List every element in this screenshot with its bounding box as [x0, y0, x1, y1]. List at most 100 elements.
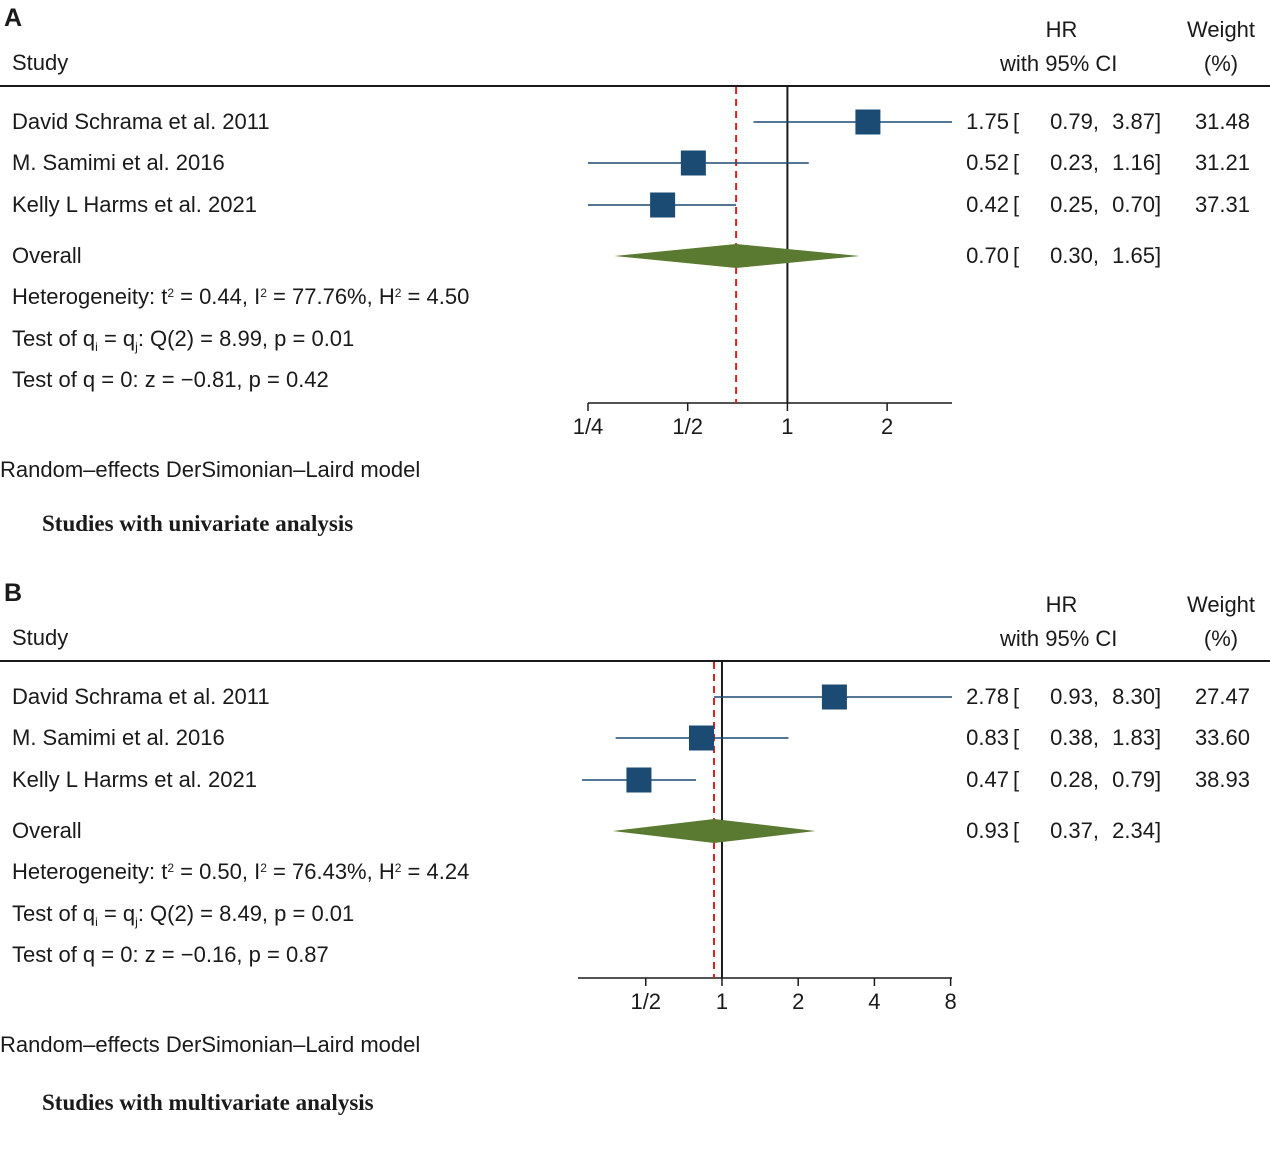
overall-label: Overall [12, 818, 82, 843]
header-divider [0, 660, 1270, 662]
weight-value: 31.48 [1194, 109, 1250, 134]
hr-value: 1.75 [966, 109, 1009, 134]
ci-upper: 8.30 [1112, 684, 1155, 709]
hr-value: 0.83 [966, 725, 1009, 750]
x-axis-tick-label: 2 [792, 989, 804, 1014]
bracket-open: [ [1013, 818, 1020, 843]
study-name: Kelly L Harms et al. 2021 [12, 192, 257, 217]
x-axis-tick-label: 1/2 [630, 989, 661, 1014]
test-q0-stat: Test of q = 0: z = −0.81, p = 0.42 [12, 367, 329, 392]
ci-upper: 1.16 [1112, 150, 1155, 175]
study-point-square [688, 725, 714, 751]
test-q0-stat: Test of q = 0: z = −0.16, p = 0.87 [12, 942, 329, 967]
ci-column-header: with 95% CI [1000, 626, 1118, 651]
bracket-close: ] [1155, 109, 1162, 134]
ci-lower: 0.38, [1050, 725, 1099, 750]
panel-caption: Studies with multivariate analysis [42, 1090, 374, 1115]
bracket-close: ] [1155, 243, 1162, 268]
test-qi-stat: Test of qi = qj: Q(2) = 8.99, p = 0.01 [12, 326, 355, 354]
forest-plot-panel-a: A Study HR with 95% CI Weight (%) David … [0, 4, 1270, 536]
weight-column-header: Weight [1186, 592, 1256, 617]
bracket-open: [ [1013, 192, 1020, 217]
study-name: David Schrama et al. 2011 [12, 109, 270, 134]
ci-lower: 0.25, [1050, 192, 1099, 217]
weight-value: 38.93 [1194, 767, 1250, 792]
overall-ci-lower: 0.37, [1050, 818, 1099, 843]
overall-ci-upper: 1.65 [1112, 243, 1155, 268]
overall-row: Overall 0.93 [ 0.37, 2.34 ] [0, 816, 1270, 846]
x-axis-tick-label: 2 [881, 414, 893, 439]
overall-row: Overall 0.70 [ 0.30, 1.65 ] [0, 241, 1270, 271]
study-column-header: Study [12, 50, 69, 75]
study-row: Kelly L Harms et al. 2021 0.47 [ 0.28, 0… [0, 765, 1270, 795]
ci-lower: 0.93, [1050, 684, 1099, 709]
x-axis-tick-label: 4 [868, 989, 880, 1014]
panel-label: A [4, 4, 23, 32]
model-note: Random–effects DerSimonian–Laird model [0, 1032, 421, 1057]
ci-lower: 0.79, [1050, 109, 1099, 134]
bracket-close: ] [1155, 192, 1162, 217]
overall-ci-upper: 2.34 [1112, 818, 1155, 843]
study-row: M. Samimi et al. 2016 0.52 [ 0.23, 1.16 … [0, 148, 1270, 178]
ci-upper: 1.83 [1112, 725, 1155, 750]
weight-column-header: Weight [1186, 17, 1256, 42]
hr-column-header: HR [1045, 17, 1078, 42]
study-point-square [855, 109, 881, 135]
hr-value: 0.52 [966, 150, 1009, 175]
bracket-close: ] [1155, 150, 1162, 175]
weight-unit-header: (%) [1203, 626, 1239, 651]
overall-hr-value: 0.70 [966, 243, 1009, 268]
study-row: Kelly L Harms et al. 2021 0.42 [ 0.25, 0… [0, 190, 1270, 220]
study-name: M. Samimi et al. 2016 [12, 725, 225, 750]
x-axis-tick-label: 1 [716, 989, 728, 1014]
study-row: M. Samimi et al. 2016 0.83 [ 0.38, 1.83 … [0, 723, 1270, 753]
ci-column-header: with 95% CI [1000, 51, 1118, 76]
overall-diamond [612, 819, 816, 843]
bracket-close: ] [1155, 767, 1162, 792]
forest-plot-panel-b: B Study HR with 95% CI Weight (%) David … [0, 575, 1270, 1150]
overall-diamond [614, 244, 860, 268]
bracket-close: ] [1155, 818, 1162, 843]
study-point-square [680, 150, 706, 176]
heterogeneity-stat: Heterogeneity: t2 = 0.44, I2 = 77.76%, H… [12, 284, 470, 309]
bracket-close: ] [1155, 684, 1162, 709]
weight-value: 31.21 [1194, 150, 1250, 175]
study-column-header: Study [12, 625, 69, 650]
ci-upper: 0.79 [1112, 767, 1155, 792]
weight-unit-header: (%) [1203, 51, 1239, 76]
overall-ci-lower: 0.30, [1050, 243, 1099, 268]
bracket-open: [ [1013, 243, 1020, 268]
hr-column-header: HR [1045, 592, 1078, 617]
study-point-square [626, 767, 652, 793]
x-axis-tick-label: 8 [945, 989, 957, 1014]
hr-value: 0.47 [966, 767, 1009, 792]
study-point-square [650, 192, 676, 218]
weight-value: 27.47 [1194, 684, 1250, 709]
panel-caption: Studies with univariate analysis [42, 511, 354, 536]
forest-plot-b: 1/2 1 2 4 8 [578, 662, 957, 1014]
study-point-square [821, 684, 847, 710]
overall-hr-value: 0.93 [966, 818, 1009, 843]
panel-label: B [4, 579, 23, 607]
ci-lower: 0.28, [1050, 767, 1099, 792]
ci-lower: 0.23, [1050, 150, 1099, 175]
study-name: M. Samimi et al. 2016 [12, 150, 225, 175]
ci-upper: 3.87 [1112, 109, 1155, 134]
study-name: David Schrama et al. 2011 [12, 684, 270, 709]
study-row: David Schrama et al. 2011 2.78 [ 0.93, 8… [0, 682, 1270, 712]
bracket-open: [ [1013, 684, 1020, 709]
weight-value: 33.60 [1194, 725, 1250, 750]
bracket-close: ] [1155, 725, 1162, 750]
weight-value: 37.31 [1194, 192, 1250, 217]
ci-upper: 0.70 [1112, 192, 1155, 217]
bracket-open: [ [1013, 725, 1020, 750]
x-axis-tick-label: 1 [781, 414, 793, 439]
study-name: Kelly L Harms et al. 2021 [12, 767, 257, 792]
model-note: Random–effects DerSimonian–Laird model [0, 457, 421, 482]
forest-plot-a: 1/4 1/2 1 2 [573, 87, 952, 439]
hr-value: 0.42 [966, 192, 1009, 217]
test-qi-stat: Test of qi = qj: Q(2) = 8.49, p = 0.01 [12, 901, 355, 929]
bracket-open: [ [1013, 767, 1020, 792]
bracket-open: [ [1013, 150, 1020, 175]
hr-value: 2.78 [966, 684, 1009, 709]
